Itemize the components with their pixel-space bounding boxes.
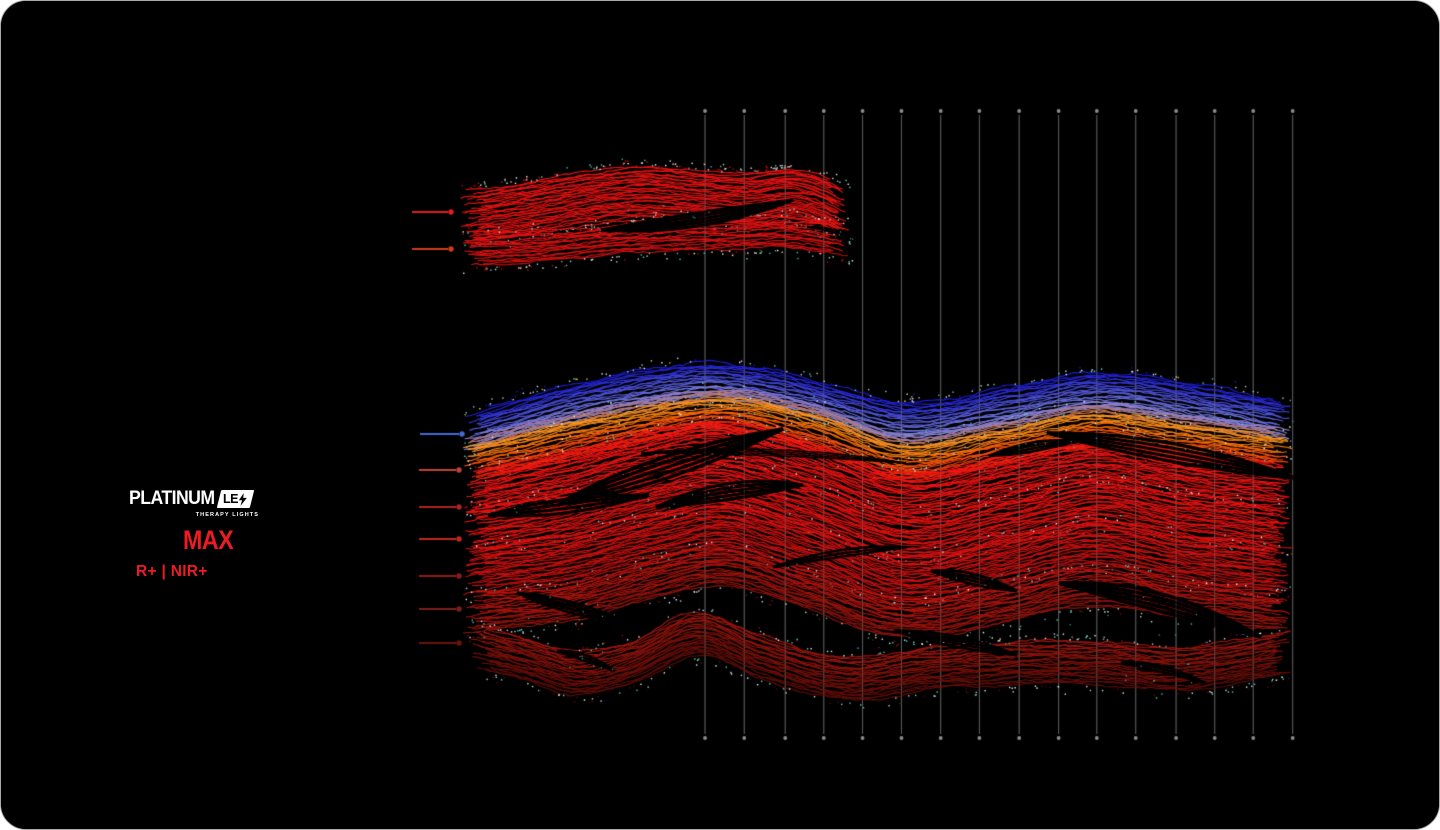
logo-therapy-lights-text: THERAPY LIGHTS xyxy=(195,512,259,518)
logo-led-box: LE xyxy=(216,490,255,508)
wavelength-modes-label: R+ | NIR+ xyxy=(136,563,208,580)
logo-platinum-text: PLATINUM xyxy=(129,488,215,509)
platinumled-logo: PLATINUM LE xyxy=(129,488,279,510)
brand-block: PLATINUM LE THERAPY LIGHTS MAX R+ | NIR+ xyxy=(129,488,279,580)
logo-led-text: LE xyxy=(222,492,238,506)
model-name: MAX xyxy=(183,525,234,555)
lightning-bolt-icon xyxy=(238,492,247,506)
